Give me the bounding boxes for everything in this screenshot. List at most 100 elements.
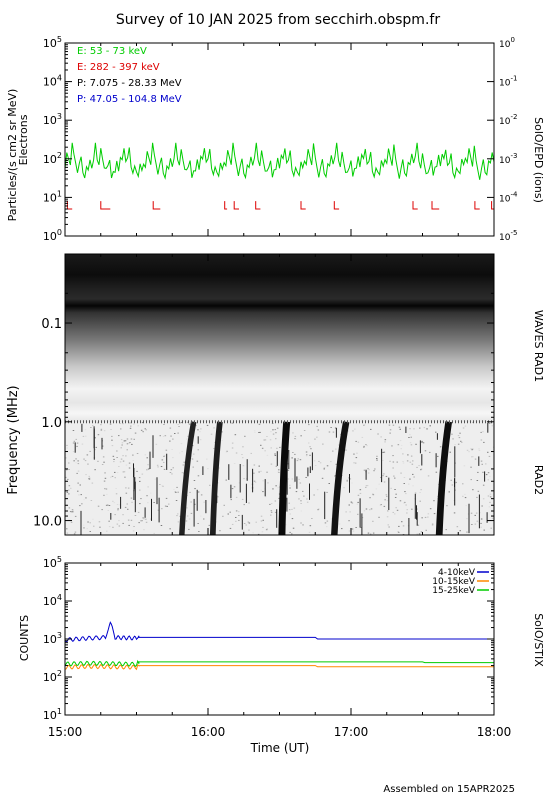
rad2-noise xyxy=(330,427,332,428)
rad2-noise xyxy=(127,487,130,489)
legend-e-high: E: 282 - 397 keV xyxy=(77,62,160,73)
rad2-noise xyxy=(163,424,165,425)
rad2-noise xyxy=(459,530,461,532)
rad2-noise xyxy=(405,504,407,506)
rad2-noise xyxy=(289,531,291,533)
rad2-noise xyxy=(409,428,411,430)
rad2-noise xyxy=(462,427,465,429)
rad2-noise xyxy=(68,519,70,521)
rad2-noise xyxy=(253,430,256,432)
rad2-noise xyxy=(377,433,379,435)
rad2-noise xyxy=(144,428,146,430)
rad2-noise xyxy=(277,487,279,489)
rad2-noise xyxy=(383,505,386,507)
rad2-noise xyxy=(177,424,179,425)
rad2-noise xyxy=(68,493,70,495)
rad2-noise xyxy=(355,457,358,459)
rad2-noise xyxy=(429,508,432,510)
rad2-noise xyxy=(262,491,264,493)
rad2-noise xyxy=(169,528,171,530)
rad2-noise xyxy=(116,450,118,452)
rad2-noise xyxy=(133,438,135,440)
rad2-noise xyxy=(142,517,144,519)
rad2-noise xyxy=(383,473,385,475)
epd-ytick-label: 105 xyxy=(43,35,62,50)
rad2-noise xyxy=(143,529,145,531)
rad2-noise xyxy=(186,507,188,509)
rad2-noise xyxy=(413,428,415,430)
rad2-noise xyxy=(368,469,370,471)
rad2-noise xyxy=(384,439,387,441)
rad2-noise xyxy=(177,432,179,434)
rad2-noise xyxy=(398,531,400,533)
rad2-noise xyxy=(349,478,352,480)
rad2-noise xyxy=(413,476,415,478)
rad2-noise xyxy=(450,479,452,481)
rad2-noise xyxy=(386,500,389,502)
rad2-noise xyxy=(446,505,448,507)
rad2-noise xyxy=(317,429,320,431)
rad2-noise xyxy=(173,488,175,490)
rad2-noise xyxy=(101,509,103,511)
rad2-noise xyxy=(266,471,268,473)
rad2-noise xyxy=(429,451,431,453)
rad2-burst xyxy=(278,421,291,535)
rad2-noise xyxy=(110,476,112,478)
rad2-noise xyxy=(334,475,337,477)
rad2-noise xyxy=(392,461,395,463)
rad2-noise xyxy=(188,423,191,425)
rad2-noise xyxy=(89,522,91,524)
rad2-noise xyxy=(475,512,478,514)
rad2-noise xyxy=(349,511,351,513)
rad2-noise xyxy=(375,488,378,490)
rad2-noise xyxy=(457,435,460,437)
rad2-noise xyxy=(156,464,159,466)
rad2-noise xyxy=(338,523,341,525)
rad2-noise xyxy=(261,447,264,449)
waves-ytick-label: 10.0 xyxy=(33,515,62,530)
rad2-noise xyxy=(370,508,373,510)
rad2-noise xyxy=(170,435,172,437)
rad2-noise xyxy=(395,493,397,495)
rad2-noise xyxy=(171,473,173,475)
epd-right-ytick-label: 10-5 xyxy=(499,229,517,243)
rad2-noise xyxy=(75,458,77,460)
rad2-noise xyxy=(213,448,215,449)
rad2-noise xyxy=(163,461,165,463)
rad2-noise xyxy=(66,447,68,449)
rad2-noise xyxy=(466,518,468,520)
rad2-noise xyxy=(487,495,490,497)
rad2-noise xyxy=(128,442,130,444)
rad2-noise xyxy=(124,440,127,442)
rad2-noise xyxy=(183,461,185,463)
rad2-noise xyxy=(365,508,368,510)
rad2-noise xyxy=(140,429,143,431)
rad2-noise xyxy=(274,453,276,455)
rad2-noise xyxy=(424,450,427,452)
rad2-noise xyxy=(69,511,72,513)
rad2-noise xyxy=(132,530,135,532)
rad2-noise xyxy=(394,477,396,479)
rad2-noise xyxy=(271,422,274,424)
rad2-noise xyxy=(76,442,79,444)
rad2-noise xyxy=(332,431,335,433)
rad2-noise xyxy=(392,455,394,457)
rad2-noise xyxy=(412,485,414,487)
rad2-noise xyxy=(161,459,164,461)
rad2-noise xyxy=(181,451,183,453)
rad2-noise xyxy=(90,427,92,428)
rad2-noise xyxy=(238,511,240,513)
rad2-noise xyxy=(99,526,101,528)
rad2-noise xyxy=(316,436,318,438)
rad2-noise xyxy=(121,442,124,444)
epd-ytick-label: 101 xyxy=(43,189,62,204)
rad2-noise xyxy=(187,435,189,437)
rad2-noise xyxy=(79,505,81,507)
rad2-noise xyxy=(330,461,332,463)
rad2-noise xyxy=(72,511,74,513)
rad2-noise xyxy=(146,469,148,471)
rad2-noise xyxy=(388,424,391,426)
rad2-noise xyxy=(231,422,233,424)
rad2-noise xyxy=(392,467,394,469)
rad2-noise xyxy=(269,503,271,505)
